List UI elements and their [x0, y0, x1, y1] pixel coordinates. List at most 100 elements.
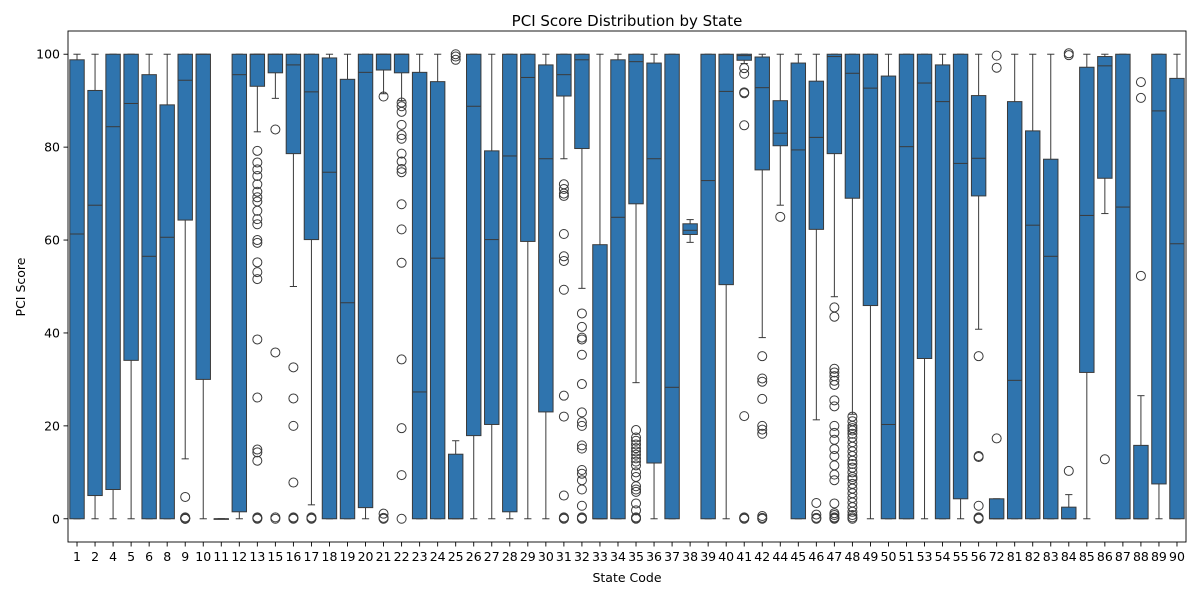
x-tick-label: 50 — [881, 549, 897, 564]
x-tick-label: 32 — [574, 549, 590, 564]
outlier-point — [847, 471, 858, 482]
outlier-point — [558, 255, 569, 266]
outlier-point — [631, 460, 642, 471]
outlier-point — [631, 505, 642, 516]
box — [610, 59, 626, 520]
box-group-86 — [1097, 53, 1113, 465]
outlier-point — [558, 251, 569, 262]
y-tick-label: 100 — [36, 47, 60, 62]
outlier-point — [576, 349, 587, 360]
box-group-24 — [429, 53, 446, 520]
outlier-point — [558, 284, 569, 295]
box-group-6 — [141, 53, 157, 520]
outlier-point — [829, 379, 840, 390]
outlier-point — [576, 420, 587, 431]
outlier-point — [811, 497, 822, 508]
x-tick-label: 45 — [790, 549, 806, 564]
outlier-point — [847, 513, 858, 524]
outlier-point — [829, 475, 840, 486]
outlier-point — [973, 513, 984, 524]
box — [772, 100, 788, 147]
outlier-point — [396, 156, 407, 167]
outlier-point — [829, 469, 840, 480]
x-tick-label: 25 — [448, 549, 464, 564]
box — [664, 53, 680, 520]
box-group-28 — [502, 53, 518, 520]
outlier-point — [811, 513, 822, 524]
outlier-point — [558, 188, 569, 199]
box — [105, 53, 121, 491]
outlier-point — [180, 513, 191, 524]
x-axis-label: State Code — [592, 570, 661, 585]
box-group-27 — [484, 53, 500, 520]
x-tick-label: 12 — [231, 549, 247, 564]
box-group-10 — [195, 53, 211, 520]
outlier-point — [252, 179, 263, 190]
box-group-19 — [339, 53, 356, 520]
outlier-point — [252, 513, 263, 524]
outlier-point — [576, 417, 587, 428]
outlier-point — [1063, 50, 1074, 61]
y-axis: 0 20 40 60 80 100 — [36, 47, 68, 526]
outlier-point — [739, 513, 750, 524]
outlier-point — [829, 460, 840, 471]
box — [646, 62, 662, 464]
box — [339, 78, 356, 520]
box — [628, 53, 644, 205]
outlier-point — [576, 475, 587, 486]
outlier-point — [450, 51, 461, 62]
outlier-point — [252, 235, 263, 246]
x-tick-label: 26 — [466, 549, 482, 564]
x-tick-label: 23 — [412, 549, 428, 564]
outlier-point — [576, 334, 587, 345]
outlier-point — [396, 133, 407, 144]
box — [249, 53, 266, 87]
x-tick-label: 44 — [772, 549, 788, 564]
y-tick-label: 40 — [44, 325, 60, 340]
box-group-50 — [880, 53, 897, 520]
outlier-point — [829, 510, 840, 521]
outlier-point — [396, 101, 407, 112]
box — [520, 53, 536, 242]
box-group-21 — [375, 53, 392, 524]
x-tick-label: 4 — [109, 549, 117, 564]
box-group-34 — [610, 53, 626, 520]
box — [466, 53, 482, 437]
x-tick-label: 30 — [538, 549, 554, 564]
x-tick-label: 28 — [502, 549, 518, 564]
outlier-point — [847, 506, 858, 517]
x-tick-label: 21 — [376, 549, 392, 564]
box-group-5 — [123, 53, 139, 520]
x-tick-label: 51 — [899, 549, 915, 564]
box — [231, 53, 248, 513]
box-group-18 — [321, 53, 338, 520]
box-group-12 — [231, 53, 248, 520]
outlier-point — [576, 513, 587, 524]
box — [141, 74, 157, 520]
plot-area — [69, 48, 1185, 524]
outlier-point — [306, 513, 317, 524]
outlier-point — [288, 362, 299, 373]
outlier-point — [847, 451, 858, 462]
box — [790, 62, 807, 520]
outlier-point — [973, 500, 984, 511]
outlier-point — [396, 119, 407, 130]
y-tick-label: 0 — [52, 511, 60, 526]
outlier-point — [252, 334, 263, 345]
box — [303, 53, 320, 241]
x-tick-label: 40 — [718, 549, 734, 564]
outlier-point — [829, 401, 840, 412]
outlier-point — [757, 376, 768, 387]
outlier-point — [576, 332, 587, 343]
x-axis: 1 2 4 5 6 8 9 10 11 12 13 15 16 17 18 19 20 21 22 23 24 25 26 2… — [73, 542, 1185, 564]
outlier-point — [288, 420, 299, 431]
outlier-point — [396, 106, 407, 117]
box-group-56 — [970, 53, 987, 524]
outlier-point — [1135, 92, 1146, 103]
outlier-point — [576, 484, 587, 495]
box-group-13 — [249, 53, 266, 524]
outlier-point — [252, 274, 263, 285]
x-tick-label: 84 — [1061, 549, 1077, 564]
box-group-90 — [1169, 53, 1185, 520]
x-tick-label: 33 — [592, 549, 608, 564]
